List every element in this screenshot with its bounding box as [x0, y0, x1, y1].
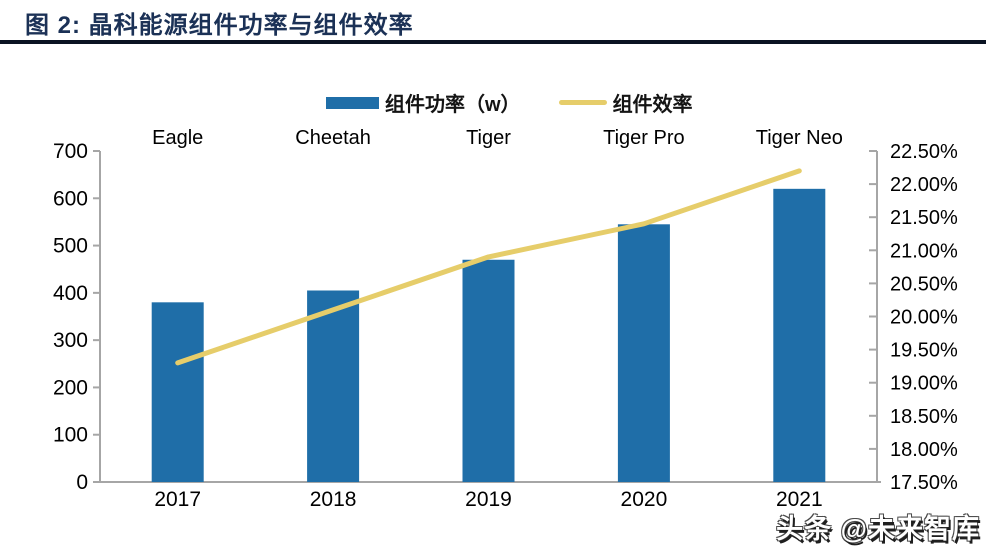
left-axis-tick-label: 500: [53, 235, 88, 258]
product-label: Cheetah: [295, 127, 371, 149]
x-axis-category-label: 2021: [776, 488, 823, 511]
right-axis-tick-label: 17.50%: [890, 472, 958, 494]
right-axis-tick-label: 19.50%: [890, 340, 958, 362]
product-label: Tiger Pro: [603, 127, 685, 149]
power-bar: [617, 224, 670, 483]
power-series-swatch: [326, 96, 379, 109]
power-bar: [773, 188, 826, 483]
power-series-label: 组件功率（w）: [385, 94, 521, 116]
figure-title: 图 2: 晶科能源组件功率与组件效率: [25, 12, 414, 39]
product-label: Tiger Neo: [756, 127, 843, 149]
left-axis-tick-label: 100: [53, 424, 88, 447]
right-axis-tick-label: 22.50%: [890, 141, 958, 163]
right-axis-tick-label: 19.00%: [890, 373, 958, 395]
x-axis-category-label: 2017: [154, 488, 201, 511]
right-axis-tick-label: 22.00%: [890, 174, 958, 196]
product-label: Tiger: [466, 127, 511, 149]
right-axis-tick-label: 18.00%: [890, 439, 958, 461]
left-axis-tick-label: 0: [76, 471, 88, 494]
right-axis-tick-label: 21.50%: [890, 207, 958, 229]
x-axis-category-label: 2020: [621, 488, 668, 511]
product-label: Eagle: [152, 127, 203, 149]
right-axis-tick-label: 20.50%: [890, 273, 958, 295]
x-axis-category-label: 2018: [310, 488, 357, 511]
chart-legend: 组件功率（w） 组件效率: [326, 88, 693, 117]
watermark: 头条 @未来智库: [776, 514, 980, 544]
left-axis-tick-label: 200: [53, 376, 88, 399]
left-axis-tick-label: 300: [53, 329, 88, 352]
efficiency-series-label: 组件效率: [612, 94, 693, 116]
right-axis-tick-label: 18.50%: [890, 406, 958, 428]
x-axis-category-label: 2019: [465, 488, 512, 511]
right-axis-tick-label: 20.00%: [890, 307, 958, 329]
left-axis-tick-label: 600: [53, 187, 88, 210]
power-bar: [462, 259, 515, 482]
power-bar: [151, 302, 204, 482]
efficiency-line: [175, 168, 802, 366]
power-bar: [307, 290, 360, 482]
title-underline-rule: [0, 40, 986, 44]
left-axis-tick-label: 700: [53, 140, 88, 163]
efficiency-series-swatch: [558, 100, 607, 105]
right-axis-tick-label: 21.00%: [890, 240, 958, 262]
left-axis-tick-label: 400: [53, 282, 88, 305]
